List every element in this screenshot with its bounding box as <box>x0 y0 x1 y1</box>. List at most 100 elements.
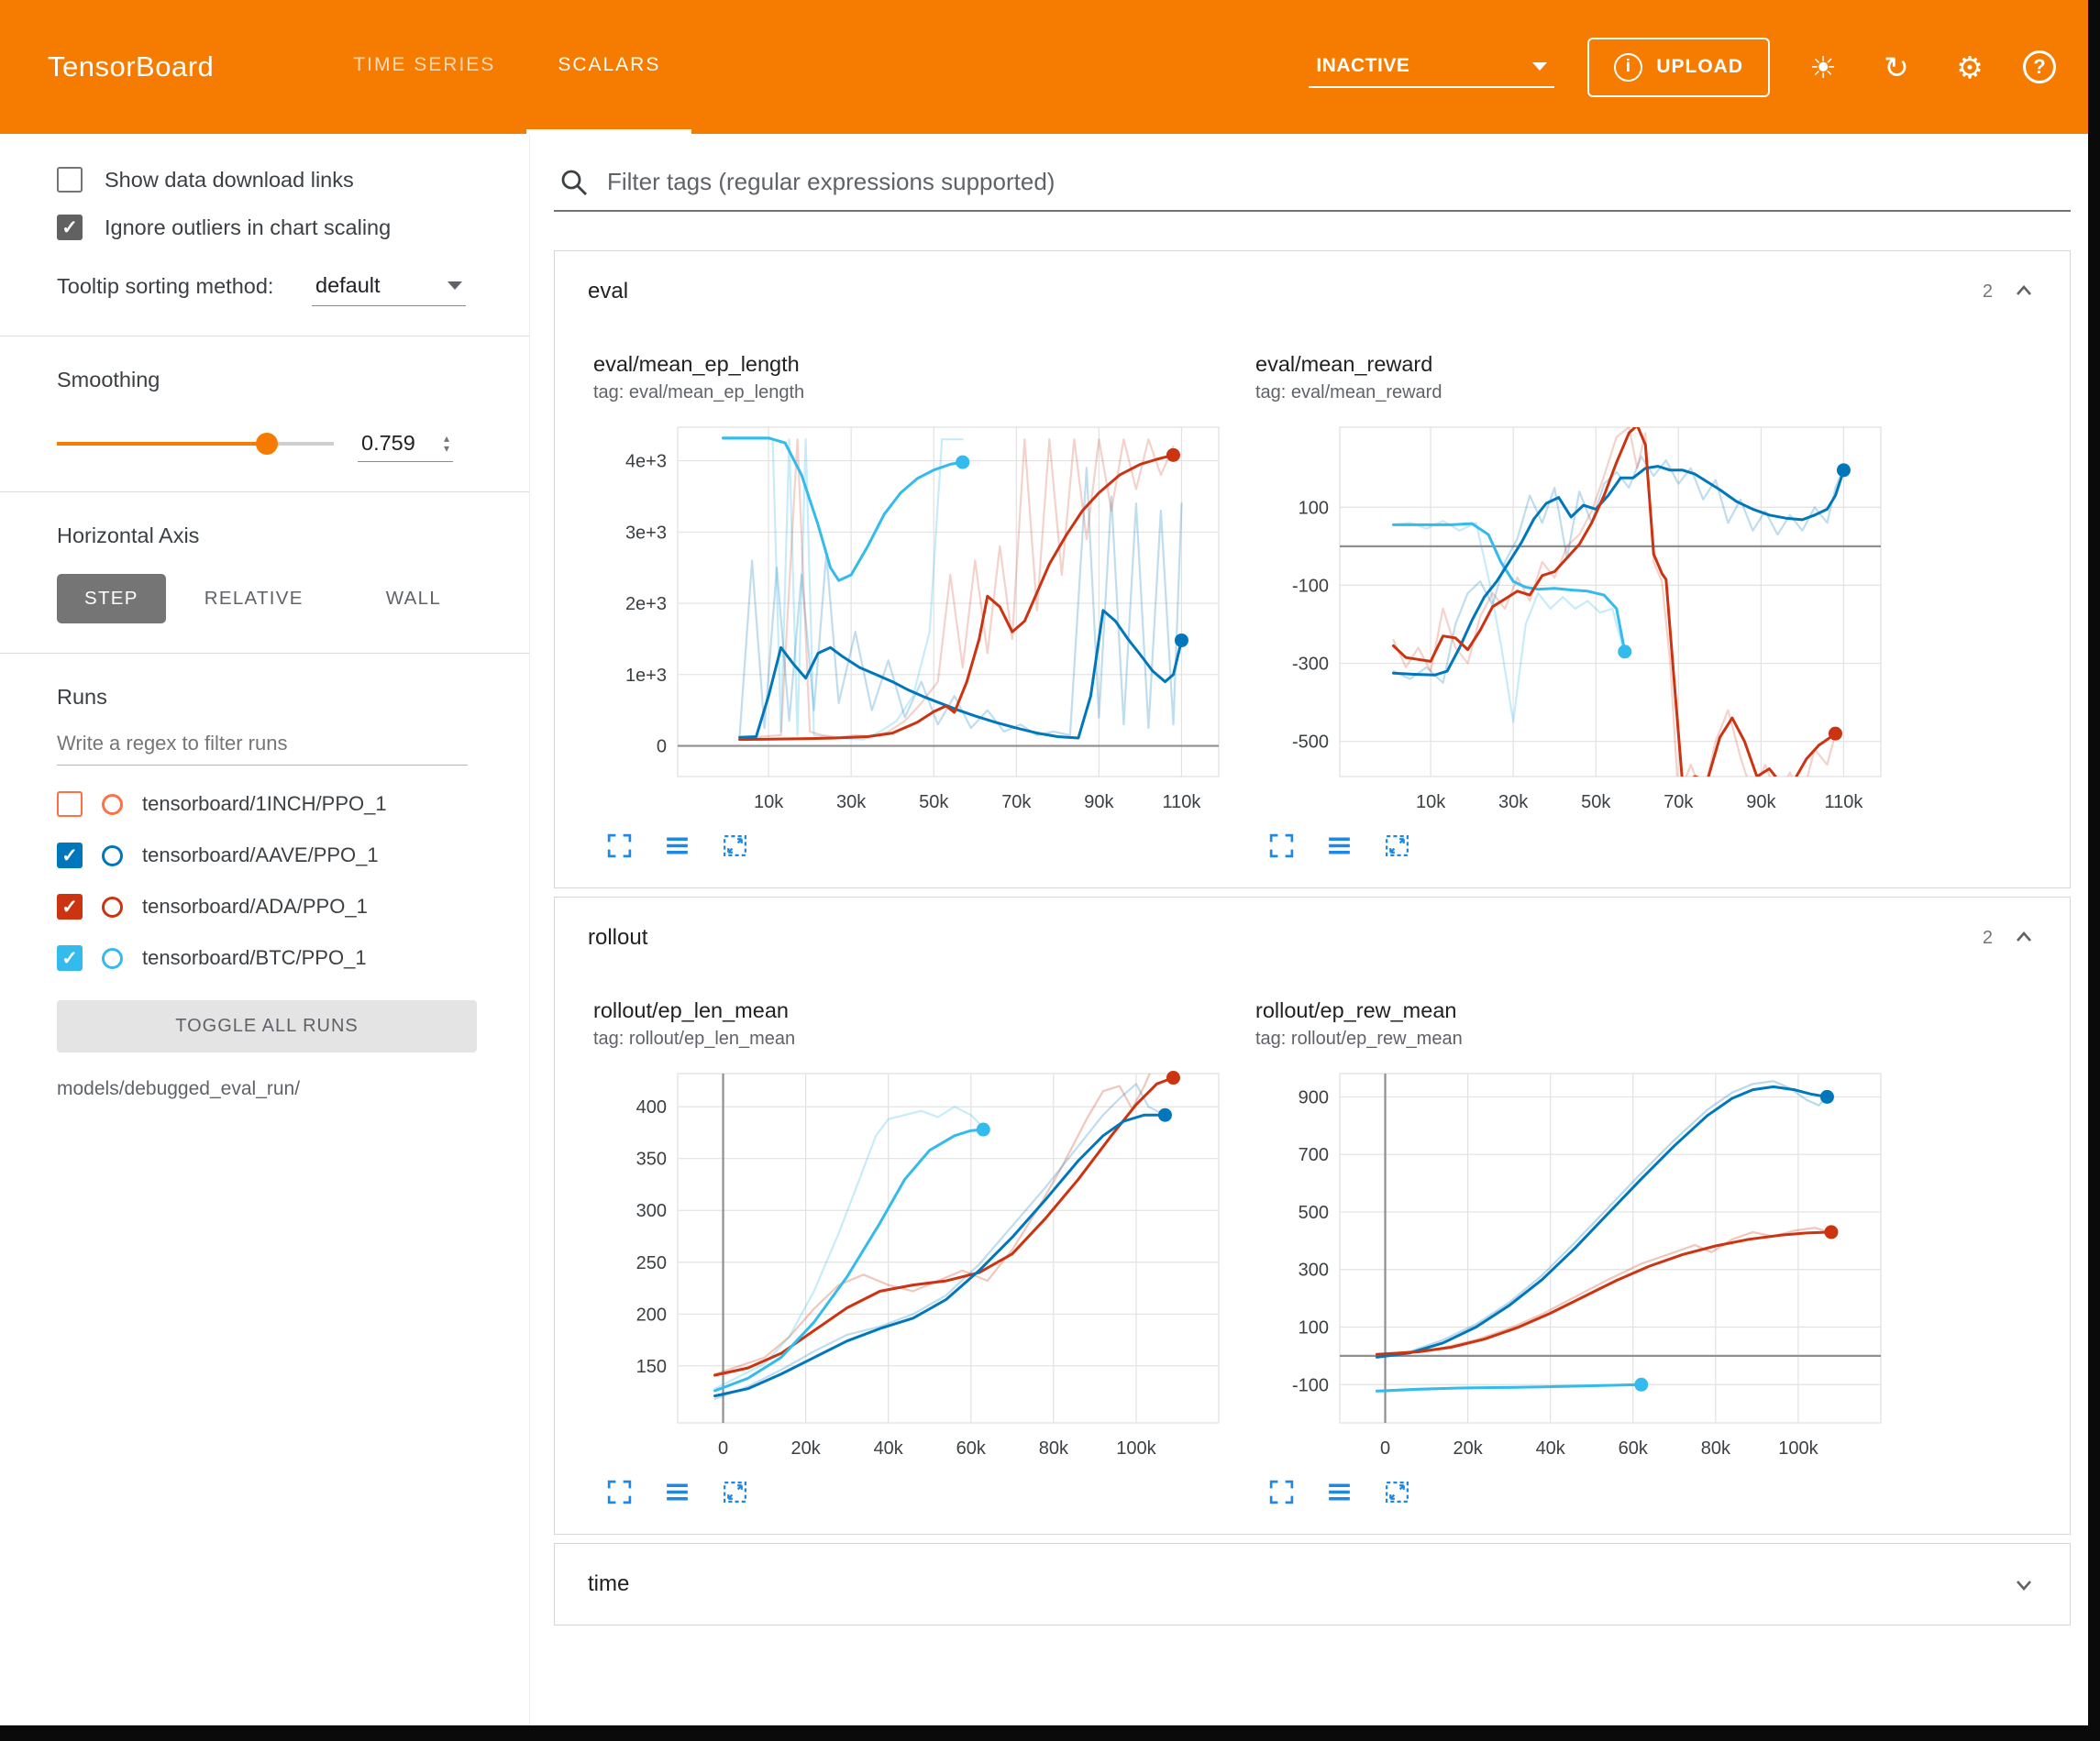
svg-text:150: 150 <box>636 1357 667 1377</box>
chart-plot[interactable]: 10k30k50k70k90k110k01e+32e+33e+34e+3 <box>593 414 1226 822</box>
svg-text:300: 300 <box>1299 1261 1329 1281</box>
svg-text:20k: 20k <box>1453 1438 1483 1459</box>
data-table-button[interactable] <box>1324 832 1354 860</box>
tab-time-series[interactable]: TIME SERIES <box>322 0 526 134</box>
ignore-outliers-checkbox[interactable] <box>57 215 83 240</box>
smoothing-value-input[interactable]: 0.759 <box>358 425 453 462</box>
run-row-btc[interactable]: tensorboard/BTC/PPO_1 <box>57 945 503 971</box>
expand-card-button[interactable] <box>1266 1478 1297 1506</box>
fit-domain-button[interactable] <box>1382 1478 1412 1506</box>
svg-text:110k: 110k <box>1163 792 1202 812</box>
fit-domain-button[interactable] <box>720 1478 750 1506</box>
axis-relative-button[interactable]: RELATIVE <box>197 575 311 623</box>
spinner-arrows-icon[interactable] <box>444 434 449 452</box>
run-label: tensorboard/1INCH/PPO_1 <box>142 792 387 816</box>
info-icon: i <box>1614 53 1642 82</box>
svg-text:900: 900 <box>1299 1087 1329 1107</box>
chart-tag: tag: eval/mean_reward <box>1255 382 1888 403</box>
axis-wall-button[interactable]: WALL <box>379 575 448 623</box>
dashboard-tabs: TIME SERIES SCALARS <box>322 0 691 134</box>
status-dropdown[interactable]: INACTIVE <box>1309 46 1554 88</box>
tooltip-sorting-select[interactable]: default <box>312 266 466 306</box>
chart-title: eval/mean_reward <box>1255 352 1888 377</box>
tooltip-sorting-value: default <box>315 273 381 298</box>
header-actions: INACTIVE i UPLOAD ☀ ↻ ⚙ ? <box>1309 0 2100 134</box>
bottom-edge-strip <box>0 1725 2100 1741</box>
run-row-aave[interactable]: tensorboard/AAVE/PPO_1 <box>57 843 503 868</box>
expand-card-button[interactable] <box>1266 832 1297 860</box>
svg-text:2e+3: 2e+3 <box>625 594 667 614</box>
runs-filter-input[interactable] <box>57 722 468 766</box>
show-download-links-checkbox[interactable] <box>57 167 83 193</box>
refresh-icon[interactable]: ↻ <box>1876 47 1917 87</box>
help-icon[interactable]: ? <box>2023 50 2056 83</box>
chevron-up-icon[interactable] <box>2011 925 2037 951</box>
svg-text:300: 300 <box>636 1201 667 1221</box>
section-rollout-header[interactable]: rollout 2 <box>555 898 2070 978</box>
fit-domain-button[interactable] <box>720 832 750 860</box>
run-checkbox[interactable] <box>57 843 83 868</box>
tab-scalars[interactable]: SCALARS <box>526 0 691 134</box>
tooltip-sorting-label: Tooltip sorting method: <box>57 272 288 301</box>
data-table-button[interactable] <box>662 1478 692 1506</box>
show-download-links-row[interactable]: Show data download links <box>57 167 503 193</box>
chart-plot[interactable]: 020k40k60k80k100k900700500300100-100 <box>1255 1061 1888 1469</box>
data-table-button[interactable] <box>1324 1478 1354 1506</box>
smoothing-slider-thumb[interactable] <box>256 433 278 455</box>
run-label: tensorboard/BTC/PPO_1 <box>142 946 367 970</box>
chevron-down-icon <box>1532 62 1547 71</box>
chevron-up-icon[interactable] <box>2011 279 2037 304</box>
show-download-links-label: Show data download links <box>105 168 354 193</box>
section-eval-header[interactable]: eval 2 <box>555 251 2070 332</box>
chart-title: rollout/ep_rew_mean <box>1255 998 1888 1023</box>
toggle-all-runs-button[interactable]: TOGGLE ALL RUNS <box>57 1000 477 1052</box>
status-dropdown-value: INACTIVE <box>1316 55 1409 77</box>
axis-step-button[interactable]: STEP <box>57 574 166 623</box>
brightness-icon[interactable]: ☀ <box>1803 47 1843 87</box>
svg-text:1e+3: 1e+3 <box>625 666 667 686</box>
section-rollout: rollout 2 rollout/ep_len_meantag: rollou… <box>554 897 2071 1535</box>
section-title: eval <box>588 279 628 304</box>
run-checkbox[interactable] <box>57 894 83 920</box>
svg-text:60k: 60k <box>1619 1438 1649 1459</box>
chart-title: eval/mean_ep_length <box>593 352 1226 377</box>
expand-card-button[interactable] <box>604 1478 635 1506</box>
fit-domain-button[interactable] <box>1382 832 1412 860</box>
filter-tags-input[interactable] <box>605 167 2065 197</box>
svg-text:0: 0 <box>657 737 667 757</box>
svg-text:0: 0 <box>718 1438 728 1459</box>
svg-text:80k: 80k <box>1039 1438 1069 1459</box>
search-icon <box>559 168 589 197</box>
run-checkbox[interactable] <box>57 945 83 971</box>
svg-text:10k: 10k <box>754 792 784 812</box>
chevron-down-icon[interactable] <box>2011 1571 2037 1597</box>
svg-text:110k: 110k <box>1825 792 1864 812</box>
sidebar-divider <box>0 653 529 654</box>
chart-plot[interactable]: 020k40k60k80k100k400350300250200150 <box>593 1061 1226 1469</box>
smoothing-slider[interactable] <box>57 442 334 446</box>
run-row-ada[interactable]: tensorboard/ADA/PPO_1 <box>57 894 503 920</box>
settings-gear-icon[interactable]: ⚙ <box>1950 47 1990 87</box>
svg-text:40k: 40k <box>1536 1438 1566 1459</box>
ignore-outliers-row[interactable]: Ignore outliers in chart scaling <box>57 215 503 240</box>
svg-text:100: 100 <box>1299 498 1329 518</box>
expand-card-button[interactable] <box>604 832 635 860</box>
run-label: tensorboard/AAVE/PPO_1 <box>142 843 379 867</box>
runs-label: Runs <box>57 685 503 710</box>
smoothing-label: Smoothing <box>57 368 503 392</box>
svg-text:700: 700 <box>1299 1145 1329 1165</box>
chart-title: rollout/ep_len_mean <box>593 998 1226 1023</box>
section-time-header[interactable]: time <box>555 1544 2070 1625</box>
ignore-outliers-label: Ignore outliers in chart scaling <box>105 215 391 240</box>
svg-text:40k: 40k <box>874 1438 904 1459</box>
upload-button[interactable]: i UPLOAD <box>1587 38 1770 97</box>
svg-text:70k: 70k <box>1663 792 1694 812</box>
chart-plot[interactable]: 10k30k50k70k90k110k100-100-300-500 <box>1255 414 1888 822</box>
data-table-button[interactable] <box>662 832 692 860</box>
svg-text:250: 250 <box>636 1253 667 1273</box>
smoothing-value: 0.759 <box>361 431 415 456</box>
run-row-1inch[interactable]: tensorboard/1INCH/PPO_1 <box>57 791 503 817</box>
svg-text:100: 100 <box>1299 1317 1329 1338</box>
horizontal-axis-label: Horizontal Axis <box>57 523 503 548</box>
run-checkbox[interactable] <box>57 791 83 817</box>
